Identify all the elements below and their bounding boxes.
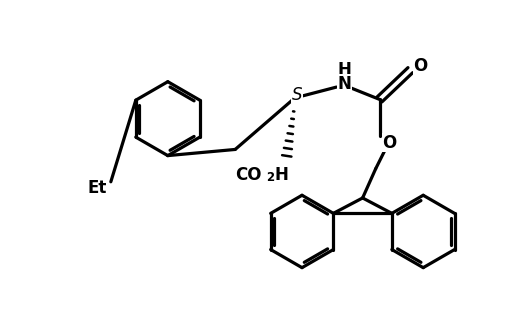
Text: 2: 2 bbox=[266, 171, 275, 185]
Text: CO: CO bbox=[235, 166, 262, 184]
Text: N: N bbox=[337, 75, 351, 93]
Text: H: H bbox=[337, 61, 351, 79]
Text: H: H bbox=[275, 166, 289, 184]
Text: O: O bbox=[413, 57, 427, 75]
Text: S: S bbox=[292, 86, 303, 104]
Text: O: O bbox=[382, 134, 397, 152]
Text: Et: Et bbox=[87, 179, 107, 197]
